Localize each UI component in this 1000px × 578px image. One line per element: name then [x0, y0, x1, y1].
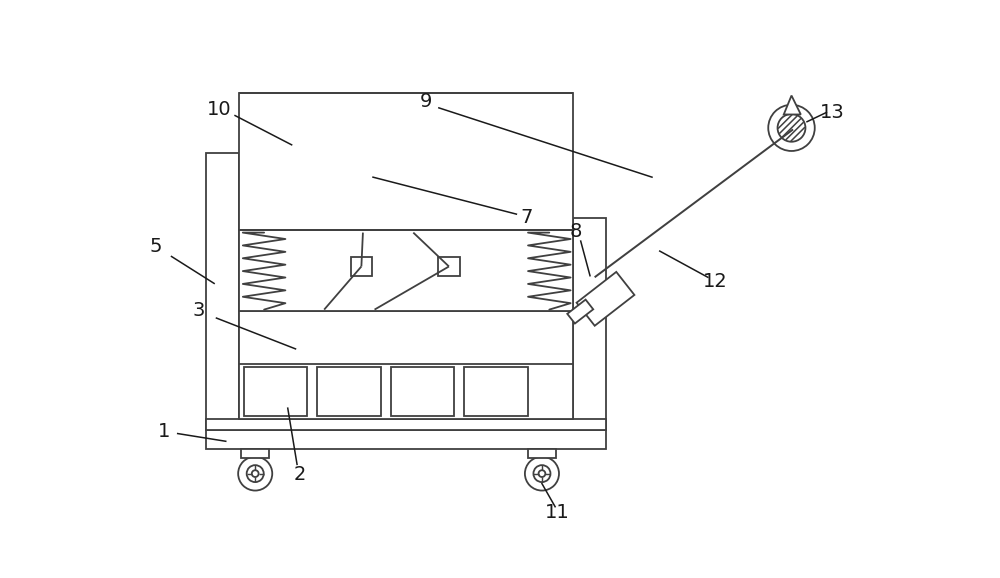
Text: 1: 1: [158, 422, 170, 441]
Circle shape: [533, 465, 550, 482]
Circle shape: [768, 105, 815, 151]
Circle shape: [443, 261, 455, 272]
Bar: [239, 93, 573, 230]
Bar: [464, 366, 528, 416]
Bar: [206, 429, 606, 449]
Circle shape: [356, 261, 367, 272]
Text: 3: 3: [192, 301, 205, 320]
Text: 10: 10: [207, 100, 232, 119]
Bar: [351, 257, 372, 276]
Bar: [573, 218, 606, 429]
Text: 13: 13: [819, 103, 844, 122]
Polygon shape: [784, 95, 801, 114]
Circle shape: [238, 457, 272, 491]
Bar: [239, 311, 573, 419]
Text: 7: 7: [520, 209, 533, 228]
Text: 11: 11: [545, 503, 570, 523]
Bar: [438, 257, 460, 276]
Text: 12: 12: [703, 272, 728, 291]
Bar: [317, 366, 381, 416]
Circle shape: [778, 114, 805, 142]
Bar: [206, 419, 606, 429]
Circle shape: [539, 470, 545, 477]
Bar: [241, 449, 269, 458]
Circle shape: [247, 465, 264, 482]
Bar: [391, 366, 454, 416]
Polygon shape: [567, 299, 593, 324]
Text: 8: 8: [570, 221, 582, 240]
Bar: [239, 230, 573, 311]
Circle shape: [525, 457, 559, 491]
Text: 2: 2: [293, 465, 306, 484]
Bar: [528, 449, 556, 458]
Bar: [206, 153, 239, 429]
Text: 5: 5: [150, 237, 162, 256]
Text: 9: 9: [420, 92, 432, 111]
Bar: [244, 366, 307, 416]
Polygon shape: [577, 272, 634, 326]
Circle shape: [252, 470, 259, 477]
